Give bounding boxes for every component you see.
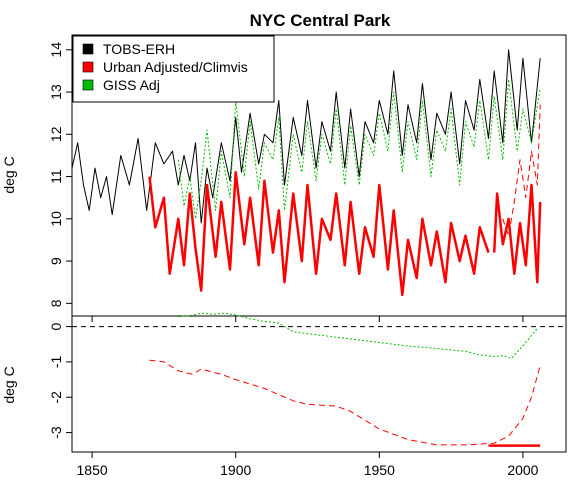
bottom-y-axis-label: deg C bbox=[1, 366, 17, 403]
bottom-panel-x-tick-label: 1950 bbox=[364, 462, 395, 478]
top-panel-series-urban-adjusted-climvis-line-1 bbox=[148, 171, 490, 297]
top-panel: 8 9 10 11 12 13 14 bbox=[48, 34, 567, 322]
bottom-panel-y-tick-label: -3 bbox=[48, 426, 64, 439]
bottom-panel-y-tick-label: -1 bbox=[48, 355, 64, 368]
bottom-panel-frame bbox=[71, 315, 567, 453]
legend-box bbox=[72, 35, 275, 103]
bottom-panel: 0 -1 -2 -3 1850 1900 1950 2000 bbox=[48, 312, 567, 478]
top-panel-y-tick-label: 13 bbox=[48, 84, 64, 100]
top-panel-series-urban-adjusted-climvis-line-3 bbox=[502, 104, 541, 237]
legend-swatch-2 bbox=[82, 79, 94, 91]
top-panel-series-urban-adjusted-climvis-line-2 bbox=[492, 183, 542, 284]
legend-swatch-0 bbox=[82, 43, 94, 55]
legend-label-0: TOBS-ERH bbox=[103, 41, 175, 57]
bottom-panel-y-tick-label: 0 bbox=[48, 322, 64, 330]
bottom-panel-series-giss-adj-line-0 bbox=[178, 312, 538, 359]
bottom-panel-x-tick-label: 1850 bbox=[77, 462, 108, 478]
top-y-axis-label: deg C bbox=[1, 156, 17, 193]
top-panel-series-giss-adj-line-4 bbox=[177, 78, 541, 220]
legend-swatch-1 bbox=[82, 61, 94, 73]
legend-label-1: Urban Adjusted/Climvis bbox=[103, 59, 248, 75]
bottom-panel-x-tick-label: 2000 bbox=[507, 462, 538, 478]
legend: TOBS-ERH Urban Adjusted/Climvis GISS Adj bbox=[72, 35, 275, 103]
top-panel-y-tick-label: 12 bbox=[48, 126, 64, 142]
bottom-panel-series-urban-adjusted-climvis-line-1 bbox=[149, 359, 541, 446]
legend-label-2: GISS Adj bbox=[103, 77, 160, 93]
top-panel-y-tick-label: 8 bbox=[48, 299, 64, 307]
top-panel-series-tobs-erh-line-0 bbox=[71, 49, 541, 224]
bottom-panel-x-tick-label: 1900 bbox=[220, 462, 251, 478]
chart-title: NYC Central Park bbox=[250, 11, 391, 30]
top-panel-y-tick-label: 9 bbox=[48, 257, 64, 265]
top-panel-y-tick-label: 10 bbox=[48, 211, 64, 227]
top-panel-y-tick-label: 11 bbox=[48, 169, 64, 184]
bottom-panel-y-tick-label: -2 bbox=[48, 391, 64, 404]
top-panel-y-tick-label: 14 bbox=[48, 42, 64, 58]
